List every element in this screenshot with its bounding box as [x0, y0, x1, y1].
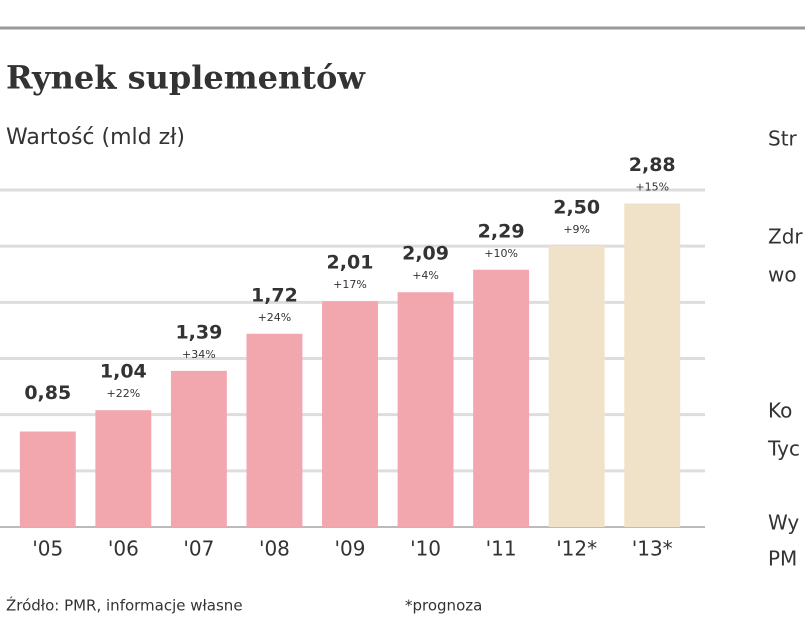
growth-label: +4% [412, 269, 439, 282]
growth-label: +24% [258, 311, 292, 324]
growth-label: +17% [333, 278, 367, 291]
growth-label: +22% [106, 387, 140, 400]
bar [548, 246, 605, 527]
growth-label: +9% [563, 223, 590, 236]
growth-label: +34% [182, 348, 216, 361]
x-tick-label: '10 [410, 537, 441, 561]
bar [19, 431, 76, 527]
bar [95, 410, 152, 527]
x-tick-label: '11 [486, 537, 517, 561]
value-label: 1,39 [175, 321, 222, 343]
side-text: wo [768, 263, 797, 287]
value-label: 2,29 [478, 220, 525, 242]
value-label: 1,72 [251, 284, 298, 306]
side-text: Str [768, 127, 798, 151]
value-label: 2,01 [327, 252, 374, 274]
value-label: 2,88 [629, 154, 676, 176]
source: Źródło: PMR, informacje własne [6, 596, 243, 615]
side-text: Tyc [767, 437, 800, 461]
bar [624, 203, 681, 528]
chart-subtitle: Wartość (mld zł) [6, 125, 185, 150]
value-label: 1,04 [100, 361, 147, 383]
x-tick-label: '13* [632, 537, 673, 561]
side-text: Wy [768, 511, 799, 535]
x-tick-label: '08 [259, 537, 290, 561]
bar [246, 333, 303, 527]
growth-label: +15% [635, 180, 669, 193]
value-label: 2,09 [402, 243, 449, 265]
side-text: Ko [768, 399, 792, 423]
x-tick-label: '12* [556, 537, 597, 561]
note: *prognoza [405, 597, 482, 615]
side-text: Zdr [768, 225, 803, 249]
growth-label: +10% [484, 247, 518, 260]
x-tick-label: '07 [183, 537, 214, 561]
x-tick-label: '06 [108, 537, 139, 561]
value-label: 0,85 [24, 382, 71, 404]
value-label: 2,50 [553, 197, 600, 219]
x-tick-label: '09 [335, 537, 366, 561]
chart-title: Rynek suplementów [6, 59, 366, 97]
bar [170, 370, 227, 527]
bar [322, 301, 378, 527]
bar [397, 292, 454, 527]
x-tick-label: '05 [32, 537, 63, 561]
side-text: PM [768, 547, 797, 571]
bar [473, 269, 530, 527]
